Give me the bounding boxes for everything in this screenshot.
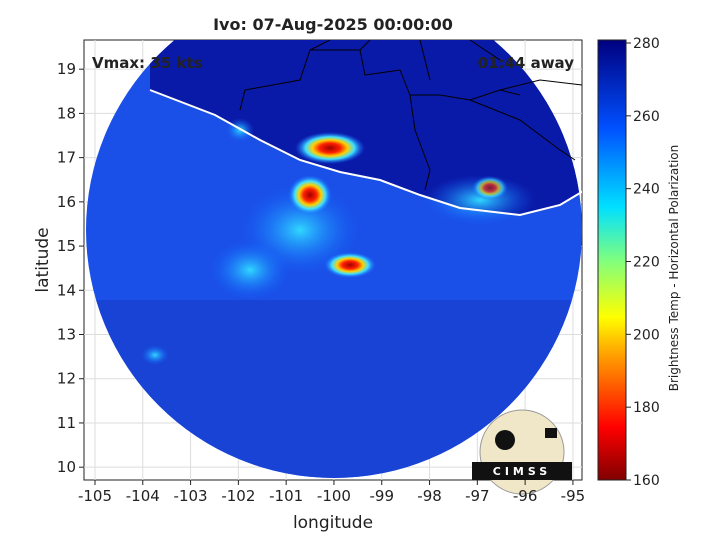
- y-tick-label: 15: [57, 237, 76, 255]
- logo-circle: [479, 409, 565, 495]
- y-tick-label: 11: [57, 414, 76, 432]
- colorbar-label: Brightness Temp - Horizontal Polarizatio…: [667, 145, 681, 392]
- x-tick-label: -96: [513, 487, 538, 505]
- time-annotation: 01:44 away: [478, 54, 575, 72]
- y-tick-label: 17: [57, 149, 76, 167]
- y-tick-label: 10: [57, 458, 76, 476]
- convection: [472, 176, 508, 200]
- logo-band: [472, 462, 572, 480]
- convection: [324, 252, 376, 278]
- x-tick-label: -105: [78, 487, 112, 505]
- y-tick-label: 14: [57, 281, 76, 299]
- convection: [295, 132, 365, 164]
- convection: [288, 175, 332, 215]
- logo: CIMSS: [472, 409, 572, 495]
- y-tick-label: 16: [57, 193, 76, 211]
- logo-tower: [545, 428, 557, 438]
- colorbar-tick-label: 200: [633, 327, 660, 343]
- vmax-annotation: Vmax: 35 kts: [92, 54, 202, 72]
- imagery: [86, 40, 582, 478]
- cloud: [210, 240, 290, 300]
- x-tick-label: -95: [561, 487, 586, 505]
- y-tick-label: 19: [57, 60, 76, 78]
- coastline: [149, 89, 582, 217]
- y-tick-label: 13: [57, 326, 76, 344]
- colorbar-tick-label: 260: [633, 109, 660, 125]
- colorbar-tick-label: 220: [633, 255, 660, 271]
- cloud: [141, 345, 169, 365]
- y-tick-label: 18: [57, 104, 76, 122]
- x-tick-label: -98: [417, 487, 442, 505]
- logo-dish: [495, 430, 515, 450]
- x-tick-label: -103: [174, 487, 208, 505]
- title: Ivo: 07-Aug-2025 00:00:00: [213, 15, 453, 34]
- x-tick-label: -104: [126, 487, 160, 505]
- y-axis-label: latitude: [33, 227, 53, 292]
- colorbar-tick-label: 180: [633, 400, 660, 416]
- x-tick-label: -102: [221, 487, 255, 505]
- x-tick-label: -101: [269, 487, 303, 505]
- logo-text: CIMSS: [493, 465, 551, 478]
- borders: [239, 40, 582, 191]
- x-tick-label: -99: [369, 487, 394, 505]
- x-axis-label: longitude: [293, 513, 373, 533]
- colorbar-tick-label: 280: [633, 36, 660, 52]
- colorbar-tick-label: 240: [633, 182, 660, 198]
- y-tick-label: 12: [57, 370, 76, 388]
- x-tick-label: -100: [317, 487, 351, 505]
- land: [150, 40, 582, 215]
- colorbar-tick-label: 160: [633, 473, 660, 489]
- colorbar: [597, 39, 627, 481]
- x-tick-label: -97: [465, 487, 490, 505]
